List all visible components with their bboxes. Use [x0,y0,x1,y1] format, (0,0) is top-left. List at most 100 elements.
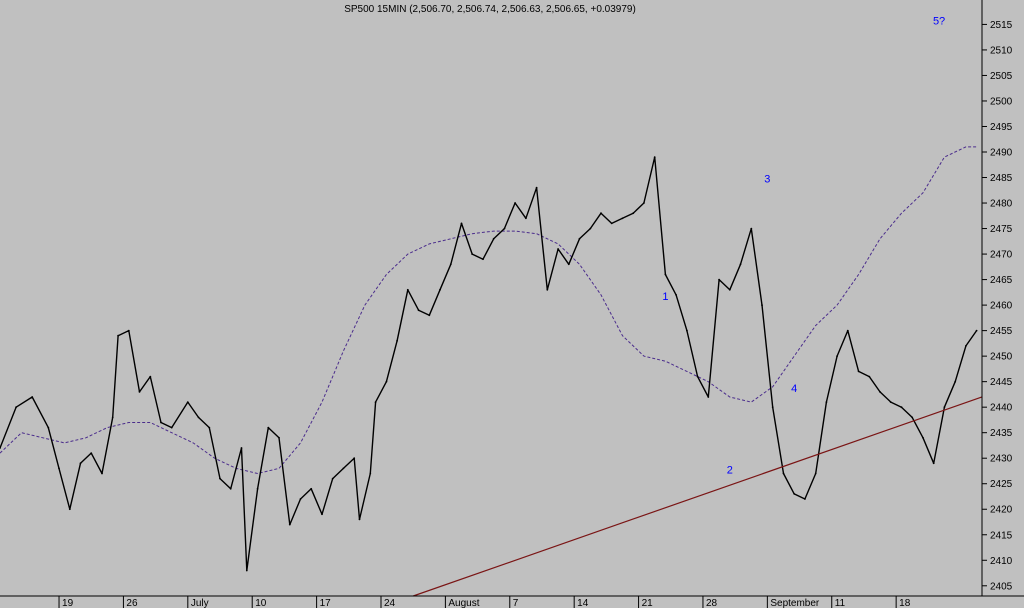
price-point [15,406,17,409]
price-point [932,462,935,465]
x-tick-label: August [448,598,479,608]
x-tick-label: 14 [577,598,589,608]
price-point [68,508,71,511]
x-tick-label: 10 [255,598,267,608]
price-point [589,227,592,230]
price-point [610,222,613,225]
trendline [412,396,983,597]
moving-average-layer [0,146,977,475]
price-point [208,426,211,429]
price-point [79,462,82,465]
x-tick-label: 18 [899,598,911,608]
price-point [975,329,978,332]
price-point [804,498,806,500]
price-point [707,396,710,398]
price-point [825,401,828,403]
x-tick-label: 17 [320,598,332,608]
y-tick-label: 2455 [990,326,1013,337]
price-point [675,294,677,296]
price-point [90,452,93,454]
price-point [836,355,838,357]
price-point [471,253,474,256]
price-point [288,523,291,526]
price-point [846,329,849,332]
price-point [321,513,323,516]
price-point [535,186,538,189]
x-tick-label: 21 [642,598,654,608]
price-point [278,436,280,439]
price-point [439,288,441,291]
price-point [310,487,313,490]
y-tick-label: 2510 [990,45,1013,56]
price-point [353,457,356,460]
price-point [943,406,946,409]
price-point [761,304,763,306]
x-tick-label: July [191,598,209,608]
price-point [358,518,361,521]
price-point [31,396,34,398]
price-point [621,217,624,220]
wave-label-layer: 1 2 3 4 5? [662,15,945,476]
price-point [460,222,463,225]
y-tick-label: 2445 [990,377,1013,388]
price-point [369,472,372,475]
price-point [632,212,635,215]
price-point [342,467,345,470]
wave-label: 4 [791,383,797,395]
chart-title: SP500 15MIN (2,506.70, 2,506.74, 2,506.6… [344,4,636,15]
price-point [782,472,785,475]
price-line [0,156,978,572]
price-point [149,375,152,378]
y-tick-label: 2490 [990,148,1013,159]
price-point [219,477,221,480]
price-point [922,436,924,439]
price-point [111,416,114,419]
x-tick-label: 24 [384,598,396,608]
price-point [299,498,302,500]
price-point [417,309,420,312]
price-point [643,202,645,204]
price-point [0,447,1,449]
price-point [771,406,774,409]
y-tick-label: 2500 [990,96,1013,107]
y-tick-label: 2505 [990,71,1013,82]
trendline-layer [412,396,983,597]
price-point [406,288,409,291]
price-point [160,421,162,424]
price-point [954,380,957,383]
price-point [525,217,527,220]
wave-label: 2 [727,465,733,477]
price-point [889,401,892,403]
y-tick-label: 2415 [990,530,1013,541]
price-point [868,375,871,378]
price-point [449,263,452,266]
price-point [58,467,60,470]
price-point [728,288,731,291]
y-tick-label: 2460 [990,301,1013,312]
y-tick-label: 2515 [990,20,1013,31]
price-point [750,227,753,230]
price-point [857,370,860,373]
price-point [503,227,506,230]
price-point [686,329,688,332]
price-point [117,334,119,337]
price-point [229,487,232,490]
y-tick-label: 2450 [990,352,1013,363]
price-point [47,426,50,429]
wave-label: 3 [764,174,770,186]
y-tick-label: 2470 [990,250,1013,261]
price-point [396,339,398,342]
price-point [653,156,656,159]
wave-label: 1 [662,291,668,303]
price-point [879,391,881,393]
price-point [664,273,667,276]
y-tick-label: 2420 [990,505,1013,516]
price-point [739,263,742,266]
price-point [492,237,495,240]
price-point [557,248,559,250]
price-point [256,487,259,490]
price-point [385,380,388,383]
